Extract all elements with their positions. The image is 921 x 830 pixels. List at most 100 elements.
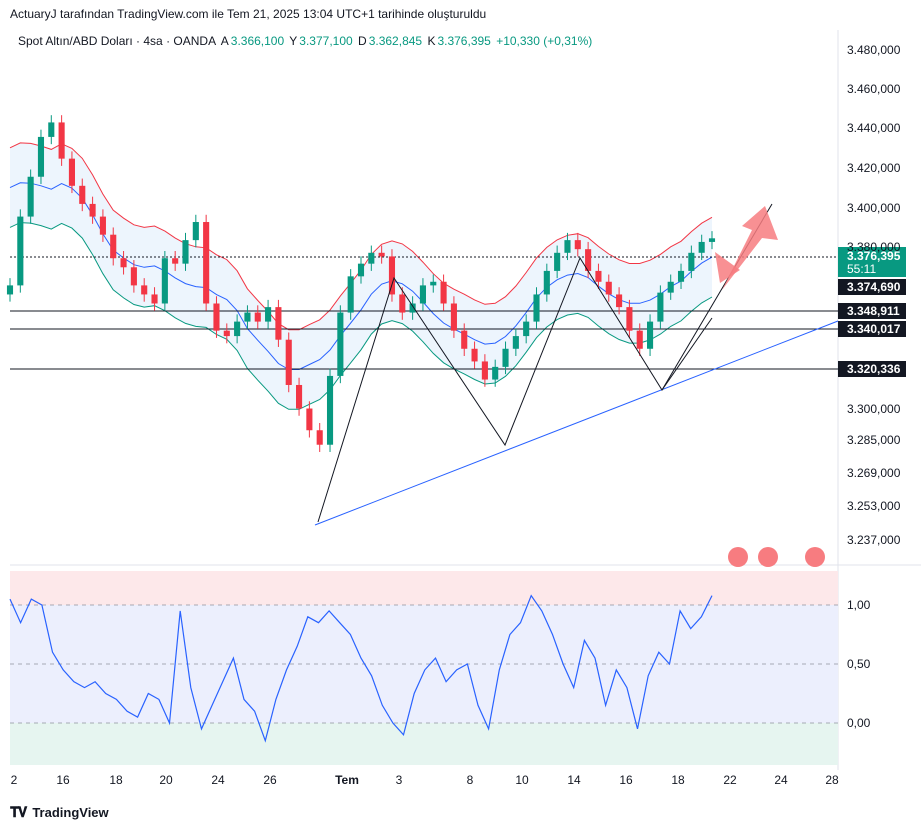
candle-body <box>399 294 406 313</box>
candle-body <box>48 122 55 137</box>
projection-arrow-up[interactable] <box>722 206 778 290</box>
rsi-overbought-zone <box>10 571 838 605</box>
projection-line[interactable] <box>661 317 713 391</box>
price-tick-label: 3.480,000 <box>847 43 901 57</box>
candle-body <box>151 294 158 304</box>
price-series <box>6 115 716 452</box>
candle-body <box>130 267 137 286</box>
time-tick-label: 18 <box>671 773 685 787</box>
candle-body <box>626 307 633 331</box>
candle-body <box>543 270 550 295</box>
candle-body <box>192 222 199 241</box>
time-tick-label: 18 <box>109 773 123 787</box>
candle-body <box>688 252 695 271</box>
price-tick-label: 3.380,000 <box>847 240 901 254</box>
level-badge <box>838 303 906 319</box>
time-tick-label: 26 <box>263 773 277 787</box>
level-badge <box>838 361 906 377</box>
candle-body <box>461 330 468 349</box>
time-tick-label: 28 <box>825 773 839 787</box>
rsi-series: 1,00 0,50 0,00 <box>9 594 871 743</box>
us-flag-event-icon[interactable] <box>758 547 778 567</box>
level-label: 3.340,017 <box>847 322 901 336</box>
change-value: +10,330 (+0,31%) <box>496 34 593 48</box>
candle-body <box>110 234 117 259</box>
candle-body <box>37 136 45 177</box>
time-tick-label: 24 <box>211 773 225 787</box>
time-tick-label: 24 <box>774 773 788 787</box>
price-tick-label: 3.420,000 <box>847 161 901 175</box>
price-tick-label: 3.440,000 <box>847 121 901 135</box>
candle-body <box>296 384 303 409</box>
candle-body <box>430 281 437 286</box>
current-price-label: 3.376,395 <box>847 249 901 263</box>
candle-body <box>120 258 127 268</box>
open-label: A <box>220 34 229 48</box>
candle-body <box>254 312 261 322</box>
price-tick-label: 3.253,000 <box>847 499 901 513</box>
tradingview-logo[interactable]: 𝐓𝐕 TradingView <box>10 804 109 821</box>
candle-body <box>141 285 148 295</box>
candle-body <box>172 258 179 264</box>
price-chart[interactable]: 3.374,690 3.348,911 3.340,017 3.320,336 3.37… <box>0 0 921 800</box>
symbol-name[interactable]: Spot Altın/ABD Doları · 4sa · OANDA <box>18 34 217 48</box>
current-price-badge <box>838 247 906 277</box>
candle-body <box>409 303 416 313</box>
candle-body <box>6 285 14 295</box>
us-flag-event-icon[interactable] <box>805 547 825 567</box>
rsi-tick-label: 0,50 <box>847 657 871 671</box>
chart-attribution: ActuaryJ tarafından TradingView.com ile … <box>10 7 487 21</box>
level-label: 3.348,911 <box>847 304 900 318</box>
candle-body <box>89 203 96 217</box>
candle-body <box>616 294 623 308</box>
time-tick-label: 8 <box>467 773 474 787</box>
price-tick-label: 3.237,000 <box>847 533 901 547</box>
candle-body <box>677 270 685 282</box>
drawings[interactable] <box>314 203 839 567</box>
candle-body <box>326 375 334 445</box>
candle-body <box>99 216 106 235</box>
close-value: 3.376,395 <box>437 34 491 48</box>
candle-body <box>450 303 457 331</box>
candle-body <box>657 292 664 322</box>
candle-body <box>316 430 323 445</box>
price-tick-label: 3.300,000 <box>847 402 901 416</box>
time-tick-label: 14 <box>567 773 581 787</box>
candle-body <box>502 348 509 367</box>
middle-band-line <box>9 182 713 370</box>
candle-body <box>357 263 365 277</box>
level-badge <box>838 279 906 295</box>
low-label: D <box>358 34 367 48</box>
candle-body <box>213 303 220 331</box>
time-tick-label: 22 <box>723 773 737 787</box>
candle-body <box>203 222 210 304</box>
zigzag-pattern[interactable] <box>317 203 773 523</box>
time-tick-label: 16 <box>56 773 70 787</box>
candle-body <box>182 240 189 264</box>
price-tick-label: 3.460,000 <box>847 82 901 96</box>
time-tick-label: 2 <box>11 773 18 787</box>
close-label: K <box>427 34 436 48</box>
high-value: 3.377,100 <box>299 34 353 48</box>
price-tick-label: 3.269,000 <box>847 466 901 480</box>
time-tick-label: Tem <box>335 773 359 787</box>
candle-body <box>471 348 478 362</box>
rsi-oversold-zone <box>10 723 838 765</box>
us-flag-event-icon[interactable] <box>728 547 748 567</box>
candle-body <box>481 361 488 380</box>
candle-body <box>306 408 313 431</box>
candle-body <box>17 216 24 286</box>
candle-body <box>574 240 581 250</box>
axes: 3.480,000 3.460,000 3.440,000 3.420,000 3.40… <box>11 43 901 787</box>
low-value: 3.362,845 <box>368 34 423 48</box>
candle-body <box>492 366 499 380</box>
brand-label: TradingView <box>32 805 109 820</box>
price-tick-label: 3.285,000 <box>847 433 901 447</box>
support-trendline[interactable] <box>314 320 839 526</box>
candle-body <box>223 330 230 337</box>
projection-arrow-down[interactable] <box>715 252 740 283</box>
candle-body <box>388 256 396 295</box>
time-tick-label: 20 <box>159 773 173 787</box>
countdown-timer: 55:11 <box>847 262 876 276</box>
candle-body <box>79 185 86 204</box>
